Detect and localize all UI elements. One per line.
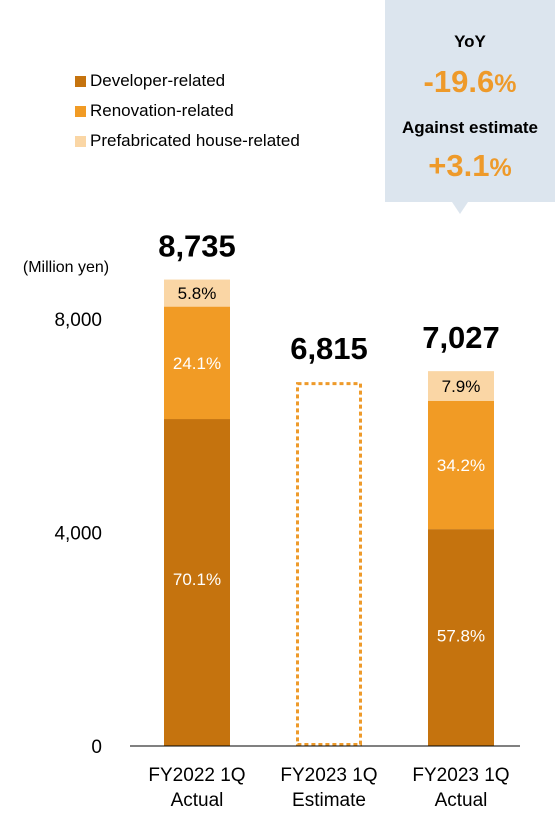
bar-total-label: 6,815 xyxy=(290,331,368,366)
bar-segment-prefab xyxy=(164,279,230,307)
x-category-sublabel: Actual xyxy=(435,790,488,811)
x-category-sublabel: Actual xyxy=(171,790,224,811)
yoy-value: -19.6% xyxy=(385,64,555,100)
bar-segment-developer xyxy=(428,529,494,746)
bar-segment-prefab xyxy=(428,371,494,401)
yoy-number: -19.6 xyxy=(423,64,495,99)
y-tick-label: 4,000 xyxy=(54,523,102,544)
legend-item-prefab: Prefabricated house-related xyxy=(75,126,300,156)
estimate-number: +3.1 xyxy=(428,148,490,183)
y-tick-label: 8,000 xyxy=(54,310,102,331)
yoy-unit: % xyxy=(494,70,517,98)
yoy-label: YoY xyxy=(454,32,486,51)
segment-share-label: 34.2% xyxy=(437,456,485,475)
bar-total-label: 7,027 xyxy=(422,320,500,355)
legend-label-developer: Developer-related xyxy=(90,71,226,90)
segment-share-label: 7.9% xyxy=(442,377,481,396)
estimate-label: Against estimate xyxy=(401,118,539,137)
segment-share-label: 57.8% xyxy=(437,626,485,645)
y-tick-label: 0 xyxy=(91,737,102,758)
bar-total-label: 8,735 xyxy=(158,229,236,264)
x-category-label: FY2023 1Q xyxy=(280,765,377,786)
legend-swatch-prefab xyxy=(75,135,86,147)
legend-label-prefab: Prefabricated house-related xyxy=(90,131,300,150)
legend-swatch-developer xyxy=(75,75,86,87)
bar-segment-renovation xyxy=(164,306,230,420)
estimate-bar-outline xyxy=(296,382,362,746)
segment-share-label: 24.1% xyxy=(173,354,221,373)
comparison-callout: YoY -19.6% Against estimate +3.1% xyxy=(385,0,555,202)
x-category-label: FY2023 1Q xyxy=(412,765,509,786)
x-category-sublabel: Estimate xyxy=(292,790,366,811)
x-category-label: FY2022 1Q xyxy=(148,765,245,786)
y-axis-label: (Million yen) xyxy=(23,259,109,276)
bar-segment-renovation xyxy=(428,400,494,530)
segment-share-label: 5.8% xyxy=(178,284,217,303)
callout-pointer xyxy=(452,202,468,214)
legend-item-renovation: Renovation-related xyxy=(75,96,300,126)
segment-share-label: 70.1% xyxy=(173,570,221,589)
estimate-value: +3.1% xyxy=(385,148,555,184)
legend-label-renovation: Renovation-related xyxy=(90,101,234,120)
legend-swatch-renovation xyxy=(75,105,86,117)
bar-segment-developer xyxy=(164,419,230,746)
chart-legend: Developer-related Renovation-related Pre… xyxy=(75,66,300,156)
estimate-unit: % xyxy=(489,154,512,182)
legend-item-developer: Developer-related xyxy=(75,66,300,96)
